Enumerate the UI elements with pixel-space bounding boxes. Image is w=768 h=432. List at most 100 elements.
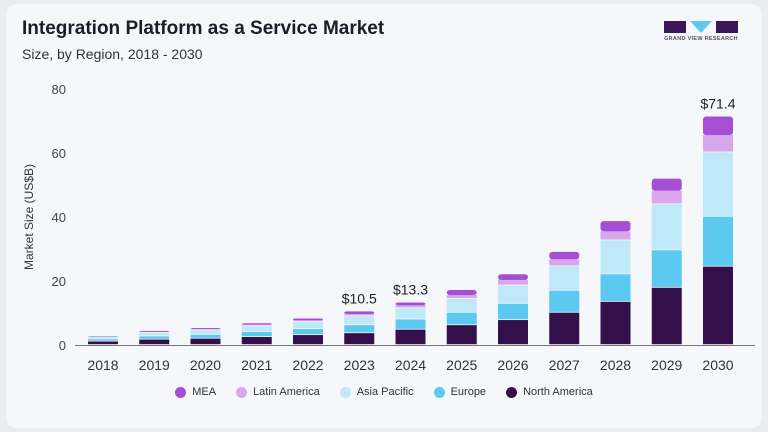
bar-segment-europe — [241, 331, 272, 337]
x-tick-label: 2024 — [395, 357, 426, 373]
legend-item-mea: MEA — [175, 386, 216, 398]
legend-label: Latin America — [253, 386, 320, 398]
bar-segment-mea — [344, 311, 375, 314]
bar-segment-mea — [446, 289, 477, 296]
grand-view-research-logo: GRAND VIEW RESEARCH — [660, 20, 742, 46]
legend-label: MEA — [192, 386, 217, 398]
bar-stack-2025 — [446, 289, 477, 345]
bar-segment-mea — [190, 328, 221, 330]
bar-segment-europe — [190, 334, 221, 338]
data-label: $10.5 — [342, 290, 377, 306]
bar-segment-north-america — [703, 266, 733, 345]
bar-segment-europe — [600, 274, 631, 301]
bar-segment-latin-america — [498, 280, 528, 285]
bar-segment-mea — [139, 330, 170, 332]
bar-segment-north-america — [88, 341, 118, 345]
logo-mark-icon — [664, 21, 738, 33]
bar-stack-2021 — [241, 323, 272, 345]
bar-segment-north-america — [344, 333, 375, 345]
bar-segment-mea — [395, 302, 426, 306]
bar-segment-latin-america — [549, 259, 580, 266]
bar-segment-asia-pacific — [293, 321, 323, 329]
bar-segment-north-america — [241, 337, 272, 345]
bar-segment-north-america — [498, 320, 528, 345]
bar-segment-latin-america — [446, 295, 477, 299]
data-label: $13.3 — [393, 281, 428, 297]
bar-segment-north-america — [549, 312, 580, 345]
bar-segment-mea — [600, 221, 631, 232]
bar-stack-2020 — [190, 328, 221, 345]
legend-swatch-icon — [339, 386, 351, 398]
bar-stack-2018 — [88, 336, 118, 345]
bar-segment-asia-pacific — [190, 330, 221, 334]
bar-segment-north-america — [395, 329, 426, 345]
legend-item-north-america: North America — [506, 386, 593, 398]
bar-segment-europe — [293, 329, 323, 335]
legend: MEA Latin America Asia Pacific Europe North … — [0, 386, 768, 398]
bar-segment-north-america — [190, 338, 221, 345]
bar-segment-europe — [139, 336, 170, 339]
bar-segment-mea — [651, 178, 682, 191]
x-tick-label: 2019 — [139, 357, 170, 373]
bar-stack-2022 — [293, 318, 323, 345]
y-tick-label: 0 — [59, 338, 66, 353]
bar-segment-europe — [88, 339, 118, 341]
bar-segment-asia-pacific — [703, 152, 733, 216]
bar-stack-2027 — [549, 251, 580, 345]
bar-segment-north-america — [139, 339, 170, 345]
bar-segment-europe — [395, 319, 426, 329]
bar-stack-2019 — [139, 330, 170, 345]
bar-segment-latin-america — [395, 305, 426, 308]
x-tick-label: 2025 — [446, 357, 477, 373]
legend-item-europe: Europe — [433, 386, 487, 398]
bar-segment-latin-america — [703, 135, 733, 152]
legend-swatch-icon — [433, 386, 445, 398]
bar-segment-mea — [293, 318, 323, 321]
legend-item-asia-pacific: Asia Pacific — [339, 386, 414, 398]
bar-segment-latin-america — [293, 320, 323, 322]
bar-segment-mea — [549, 251, 580, 260]
bar-segment-asia-pacific — [600, 240, 631, 274]
bar-segment-asia-pacific — [549, 266, 580, 290]
chart-card — [6, 4, 762, 428]
bar-segment-asia-pacific — [446, 298, 477, 312]
legend-label: Europe — [450, 386, 487, 398]
bar-stack-2029 — [651, 178, 682, 345]
bar-segment-europe — [446, 312, 477, 325]
bar-stack-2024 — [395, 302, 426, 345]
bar-stack-2030 — [703, 116, 733, 345]
y-tick-label: 40 — [52, 210, 66, 225]
x-tick-label: 2028 — [600, 357, 631, 373]
bar-segment-latin-america — [241, 324, 272, 326]
x-tick-label: 2027 — [549, 357, 580, 373]
bar-segment-asia-pacific — [241, 326, 272, 332]
x-tick-label: 2030 — [702, 357, 733, 373]
y-axis-label: Market Size (US$B) — [22, 164, 36, 270]
y-tick-label: 20 — [52, 274, 66, 289]
bar-segment-asia-pacific — [395, 308, 426, 319]
logo-text: GRAND VIEW RESEARCH — [664, 36, 738, 42]
bar-segment-north-america — [446, 325, 477, 345]
bar-segment-latin-america — [600, 231, 631, 240]
bar-segment-latin-america — [651, 190, 682, 204]
chart-title: Integration Platform as a Service Market — [22, 18, 385, 39]
chart-subtitle: Size, by Region, 2018 - 2030 — [22, 46, 203, 62]
bar-segment-mea — [241, 323, 272, 325]
bar-segment-mea — [498, 274, 528, 281]
legend-label: North America — [523, 386, 593, 398]
x-tick-label: 2029 — [651, 357, 682, 373]
bar-segment-europe — [651, 250, 682, 287]
bar-segment-north-america — [293, 335, 323, 345]
bar-segment-europe — [498, 303, 528, 320]
bar-segment-north-america — [600, 301, 631, 345]
x-tick-label: 2022 — [292, 357, 323, 373]
y-tick-label: 80 — [52, 82, 66, 97]
bar-segment-asia-pacific — [344, 316, 375, 325]
bar-stack-2023 — [344, 311, 375, 345]
bar-stack-2028 — [600, 221, 631, 345]
bar-segment-mea — [703, 116, 733, 136]
bar-segment-europe — [344, 325, 375, 333]
bar-segment-asia-pacific — [139, 332, 170, 336]
bar-segment-asia-pacific — [651, 204, 682, 250]
